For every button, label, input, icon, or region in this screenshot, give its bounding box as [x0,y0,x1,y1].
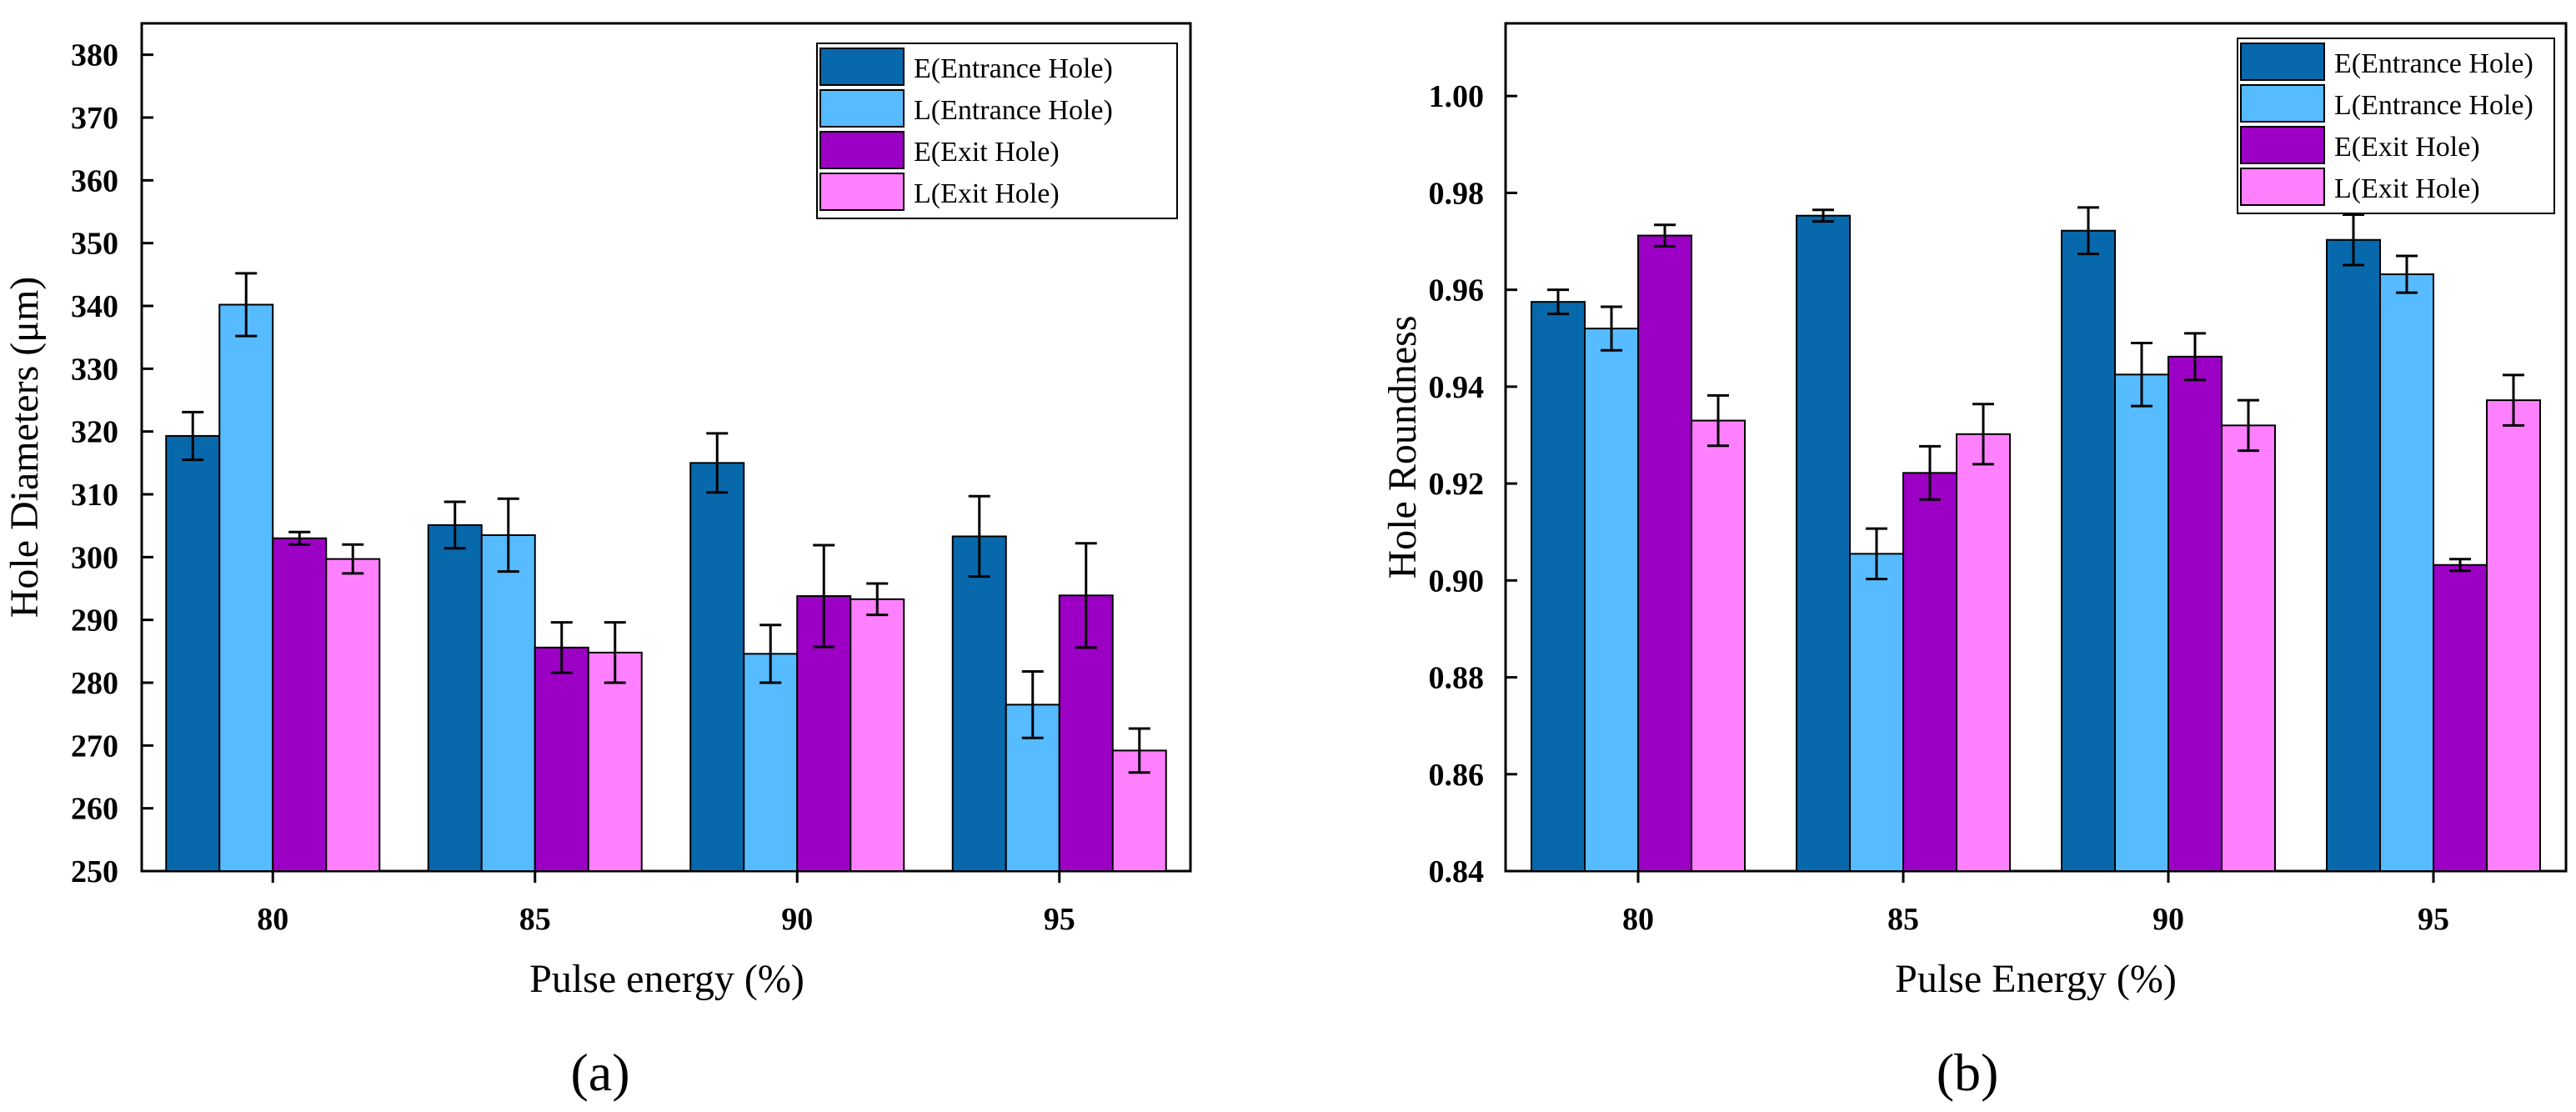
x-tick-label: 85 [519,902,551,937]
bar [1584,328,1639,872]
legend-label: L(Exit Hole) [2334,173,2480,204]
legend-swatch [819,89,905,128]
y-tick-label: 370 [71,101,118,136]
y-tick-label: 290 [71,604,118,639]
panel-a-caption: (a) [570,1043,629,1102]
bar [2114,373,2169,873]
bar [2433,564,2488,872]
bar [1849,553,1904,872]
bar [165,434,221,872]
x-tick-label: 90 [781,902,813,937]
y-tick-label: 340 [71,289,118,324]
panel-b-chart: 0.84 0.86 0.88 0.90 0.92 0.94 0.96 0.98 1.00 80 85… [1381,22,2568,1001]
legend-swatch [2240,126,2325,164]
bar [2168,355,2223,872]
y-tick-label: 0.84 [1429,854,1485,889]
bar [325,558,381,872]
y-tick-label: 380 [71,38,118,73]
bar [1637,234,1692,872]
y-tick-label: 0.88 [1429,661,1485,696]
legend-label: L(Exit Hole) [914,178,1060,209]
x-tick-label: 90 [2153,902,2184,937]
y-tick-label: 260 [71,792,118,827]
legend-label: E(Exit Hole) [2334,132,2480,163]
bar [587,651,643,873]
bar [218,303,274,872]
bar [1902,472,1957,873]
bar [1956,433,2011,872]
x-tick-label: 95 [1044,902,1075,937]
legend-swatch [819,131,905,169]
y-axis-label: Hole Roundness [1381,316,1425,579]
legend-swatch [2240,168,2325,206]
x-tick-label: 80 [257,902,288,937]
bar [2486,399,2541,872]
plot-frame [1504,22,2568,873]
bar [1691,419,1746,872]
y-tick-label: 360 [71,163,118,198]
plot-frame [140,22,1192,873]
y-tick-label: 0.92 [1429,467,1485,502]
bar [951,535,1007,872]
x-tick-label: 85 [1887,902,1919,937]
bar [2326,238,2381,872]
y-tick-label: 350 [71,227,118,262]
legend-label: E(Exit Hole) [914,137,1060,168]
y-tick-label: 320 [71,415,118,450]
y-axis-label: Hole Diameters (μm) [3,277,47,619]
bar [2061,229,2116,873]
x-axis-label: Pulse energy (%) [529,957,804,1001]
bar [1796,214,1851,873]
bar [1531,301,1586,872]
legend-swatch [2240,84,2325,123]
bar [534,646,589,873]
x-tick-label: 80 [1622,902,1654,937]
legend-swatch [819,173,905,211]
x-axis-label: Pulse Energy (%) [1895,957,2177,1001]
y-tick-label: 0.96 [1429,273,1485,308]
y-tick-label: 0.90 [1429,564,1485,599]
legend-swatch [2240,43,2325,81]
y-tick-label: 300 [71,540,118,575]
legend-label: L(Entrance Hole) [914,95,1113,126]
x-tick-label: 95 [2418,902,2449,937]
panel-b-caption: (b) [1937,1043,1999,1102]
y-tick-label: 270 [71,729,118,764]
bar [689,462,745,872]
y-tick-label: 0.98 [1429,176,1485,211]
bar [480,533,536,872]
legend-label: E(Entrance Hole) [914,53,1113,84]
bar [427,523,483,872]
y-tick-label: 330 [71,352,118,387]
y-tick-label: 0.86 [1429,758,1485,793]
y-tick-label: 0.94 [1429,370,1485,405]
panel-a-chart: 250 260 270 280 290 300 310 320 330 340 350 360 370 3… [3,22,1192,1001]
bar [2379,273,2434,873]
legend-label: L(Entrance Hole) [2334,90,2533,121]
y-tick-label: 250 [71,854,118,889]
bar [849,598,905,872]
y-tick-label: 310 [71,478,118,513]
y-tick-label: 280 [71,666,118,701]
y-tick-label: 1.00 [1429,79,1485,114]
bar [743,653,799,872]
bar [2221,424,2276,872]
bar [272,537,328,872]
legend-label: E(Entrance Hole) [2334,48,2533,79]
legend-swatch [819,48,905,86]
